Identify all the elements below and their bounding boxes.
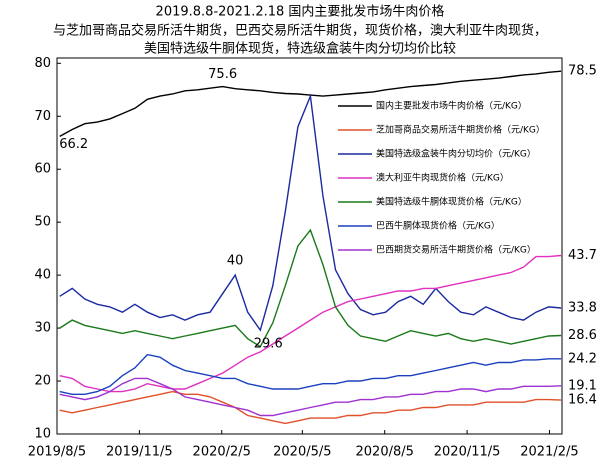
x-tick-label: 2020/8/5 [356, 445, 414, 460]
series-line [59, 228, 562, 348]
x-tick-label: 2021/2/5 [520, 445, 578, 460]
series-line [59, 390, 562, 425]
series-line [59, 93, 562, 332]
x-tick-label: 2020/5/5 [273, 445, 331, 460]
y-tick-label: 20 [34, 374, 51, 389]
y-tick-label: 40 [34, 268, 51, 283]
legend-label: 美国特选级盒装牛肉分切均价（元/KG） [376, 148, 536, 160]
legend-label: 澳大利亚牛肉现货价格（元/KG） [376, 172, 509, 184]
legend-label: 美国特选级牛胴体现货价格（元/KG） [376, 196, 527, 208]
end-value-label: 43.7 [568, 248, 597, 263]
annotation: 40 [227, 254, 244, 269]
series-line [59, 377, 562, 417]
series-line [59, 353, 562, 395]
plot-frame [56, 57, 563, 435]
y-tick-label: 60 [34, 162, 51, 177]
y-tick-label: 70 [34, 109, 51, 124]
annotation: 75.6 [208, 67, 237, 82]
annotation: 29.6 [254, 337, 283, 352]
chart-title: 美国特选级牛胴体现货，特选级盒装牛肉分切均价比较 [144, 41, 456, 57]
x-tick-label: 2019/11/5 [106, 445, 173, 460]
chart-title: 与芝加哥商品交易所活牛期货，巴西交易所活牛期货，现货价格，澳大利亚牛肉现货， [53, 23, 547, 39]
y-tick-label: 50 [34, 215, 51, 230]
annotation: 66.2 [59, 137, 88, 152]
chart-title: 2019.8.8-2021.2.18 国内主要批发市场牛肉价格 [156, 4, 445, 20]
x-tick-label: 2020/2/5 [193, 445, 251, 460]
end-value-label: 16.4 [568, 393, 597, 408]
x-tick-label: 2020/11/5 [434, 445, 501, 460]
y-tick-label: 10 [34, 427, 51, 442]
end-value-label: 19.1 [568, 378, 597, 393]
end-value-label: 24.2 [568, 351, 597, 366]
end-value-label: 78.5 [568, 64, 597, 79]
y-tick-label: 30 [34, 321, 51, 336]
end-value-label: 28.6 [568, 328, 597, 343]
series-line [59, 254, 562, 393]
legend-label: 巴西牛胴体现货价格（元/KG） [376, 220, 500, 232]
legend-label: 巴西期货交易所活牛期货价格（元/KG） [376, 244, 536, 256]
legend-label: 芝加哥商品交易所活牛期货价格（元/KG） [376, 124, 545, 136]
x-tick-label: 2019/8/5 [28, 445, 86, 460]
end-value-label: 33.8 [568, 300, 597, 315]
y-tick-label: 80 [34, 56, 51, 71]
legend-label: 国内主要批发市场牛肉价格（元/KG） [376, 100, 527, 112]
